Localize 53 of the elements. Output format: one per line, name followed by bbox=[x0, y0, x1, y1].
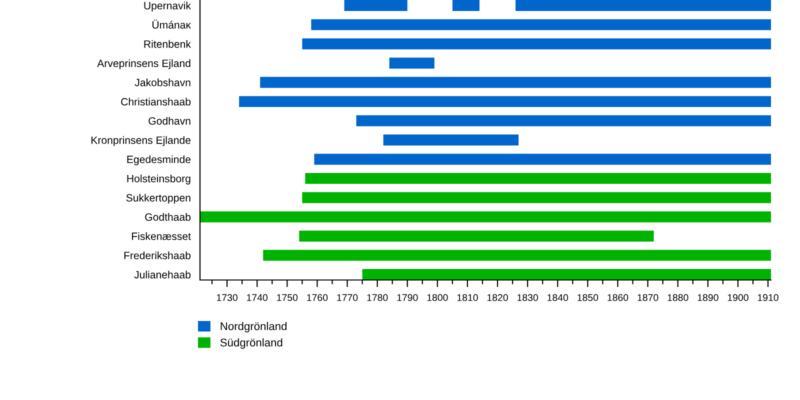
x-tick-label: 1770 bbox=[337, 294, 358, 302]
x-tick-label: 1830 bbox=[518, 294, 538, 302]
legend-label: Nordgrönland bbox=[220, 322, 286, 332]
x-tick-label: 1750 bbox=[277, 294, 298, 302]
y-tick-label: Ümánaĸ bbox=[152, 20, 191, 29]
x-tick-label: 1850 bbox=[578, 294, 598, 302]
y-tick-label: Arveprinsens Ejland bbox=[97, 59, 190, 70]
legend-label: Südgrönland bbox=[220, 338, 282, 349]
y-tick-label: Fiskenæsset bbox=[132, 232, 191, 240]
x-tick-label: 1890 bbox=[698, 294, 718, 302]
bar bbox=[452, 0, 480, 11]
x-tick-label: 1790 bbox=[397, 294, 418, 302]
bar bbox=[314, 154, 771, 165]
y-tick-label: Christianshaab bbox=[121, 98, 191, 106]
y-tick-label: Upernavik bbox=[144, 2, 191, 12]
bar bbox=[389, 58, 434, 69]
bar bbox=[305, 172, 771, 184]
x-tick-label: 1870 bbox=[638, 294, 658, 302]
bar bbox=[362, 269, 771, 280]
bar bbox=[311, 19, 771, 30]
x-tick-label: 1900 bbox=[728, 294, 748, 302]
bar bbox=[260, 76, 771, 88]
x-tick-label: 1800 bbox=[427, 294, 448, 302]
bar bbox=[344, 0, 408, 11]
y-tick-label: Godhavn bbox=[148, 116, 190, 125]
y-tick-label: Kronprinsens Ejlande bbox=[92, 136, 191, 146]
bar bbox=[356, 115, 771, 126]
y-tick-label: Julianehaab bbox=[134, 270, 191, 278]
y-tick-label: Ritenbenk bbox=[144, 40, 191, 48]
y-tick-label: Godthaab bbox=[145, 213, 191, 221]
x-tick-label: 1810 bbox=[457, 294, 478, 302]
x-tick-label: 1880 bbox=[668, 294, 688, 302]
x-tick-label: 1740 bbox=[247, 294, 268, 302]
bar bbox=[302, 38, 771, 50]
y-tick-label: Egedesminde bbox=[127, 155, 191, 166]
x-tick-label: 1860 bbox=[608, 294, 628, 302]
bar bbox=[200, 211, 771, 222]
x-tick-label: 1820 bbox=[487, 294, 508, 302]
x-tick-label: 1910 bbox=[758, 294, 778, 302]
y-tick-label: Jakobshavn bbox=[134, 78, 190, 86]
bar bbox=[383, 134, 519, 146]
bar bbox=[263, 250, 771, 261]
y-tick-label: Frederikshaab bbox=[124, 251, 191, 260]
bar bbox=[299, 230, 654, 242]
bar bbox=[239, 96, 771, 108]
x-tick-label: 1730 bbox=[216, 294, 238, 302]
bar bbox=[302, 192, 771, 204]
x-tick-label: 1840 bbox=[548, 294, 568, 302]
bar bbox=[516, 0, 771, 11]
y-tick-label: Holsteinsborg bbox=[127, 174, 190, 184]
x-tick-label: 1780 bbox=[367, 294, 388, 302]
y-tick-label: Sukkertoppen bbox=[126, 194, 190, 204]
x-tick-label: 1760 bbox=[307, 294, 328, 302]
